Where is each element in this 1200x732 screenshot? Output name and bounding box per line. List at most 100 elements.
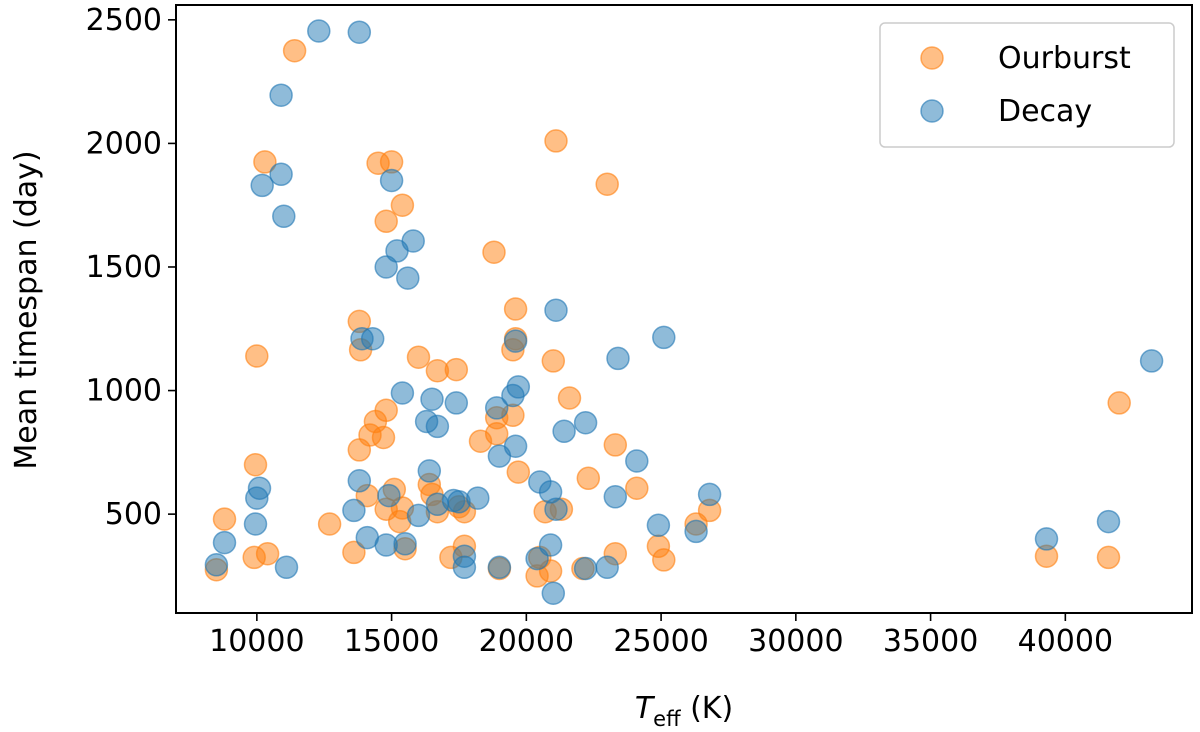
x-axis-label: Teff (K) (635, 691, 733, 731)
y-tick-label-2500: 2500 (86, 3, 162, 38)
point-decay-61 (684, 519, 708, 544)
y-axis-label: Mean timespan (day) (9, 150, 44, 469)
point-decay-62 (697, 482, 722, 507)
point-decay-9 (274, 555, 299, 580)
point-ourburst-46 (506, 460, 531, 484)
point-decay-11 (342, 498, 366, 523)
point-decay-40 (487, 555, 512, 580)
point-decay-23 (393, 532, 417, 556)
point-ourburst-52 (544, 129, 568, 153)
point-ourburst-40 (484, 422, 509, 446)
point-ourburst-58 (603, 433, 628, 457)
point-decay-48 (538, 533, 563, 557)
point-decay-26 (406, 503, 431, 528)
y-axis-ticks: 500 1000 1500 2000 2500 (86, 3, 176, 532)
point-decay-29 (420, 387, 444, 411)
x-tick-label-40000: 40000 (1018, 624, 1113, 659)
chart-marks (204, 19, 1164, 605)
point-decay-52 (552, 419, 576, 444)
point-decay-50 (544, 497, 568, 521)
y-tick-label-1000: 1000 (86, 374, 162, 409)
point-ourburst-33 (444, 357, 469, 382)
x-tick-label-10000: 10000 (209, 624, 304, 659)
point-ourburst-51 (541, 349, 566, 373)
point-decay-28 (417, 459, 442, 483)
point-decay-10 (307, 19, 331, 43)
point-ourburst-54 (557, 386, 582, 410)
y-tick-label-500: 500 (105, 497, 162, 532)
point-decay-58 (625, 449, 649, 473)
point-decay-16 (360, 326, 385, 351)
point-decay-63 (1034, 527, 1059, 551)
point-ourburst-7 (282, 38, 307, 63)
point-decay-19 (377, 483, 401, 508)
point-ourburst-66 (1096, 545, 1121, 570)
point-ourburst-38 (482, 240, 506, 264)
legend-marker-ourburst (920, 46, 944, 70)
point-decay-12 (347, 469, 372, 493)
point-ourburst-44 (503, 297, 528, 321)
point-decay-53 (573, 410, 598, 435)
point-ourburst-5 (255, 541, 280, 566)
point-ourburst-1 (212, 507, 237, 531)
x-tick-label-35000: 35000 (883, 624, 978, 659)
point-ourburst-3 (243, 452, 268, 477)
point-decay-55 (595, 555, 619, 580)
point-decay-37 (466, 486, 490, 510)
point-decay-60 (652, 325, 676, 350)
legend-label-decay: Decay (998, 94, 1092, 129)
point-decay-30 (425, 414, 450, 439)
point-ourburst-62 (652, 548, 676, 572)
point-decay-25 (401, 229, 425, 253)
point-ourburst-67 (1107, 391, 1131, 415)
point-ourburst-9 (342, 540, 366, 565)
point-ourburst-56 (576, 466, 601, 491)
point-decay-2 (243, 512, 268, 536)
point-decay-7 (269, 162, 293, 187)
legend-box (879, 22, 1175, 148)
point-decay-1 (212, 530, 237, 555)
point-decay-59 (646, 513, 671, 538)
point-ourburst-24 (390, 193, 415, 217)
point-ourburst-8 (317, 512, 342, 536)
point-decay-56 (603, 485, 628, 509)
x-tick-label-15000: 15000 (344, 624, 439, 659)
point-ourburst-4 (245, 344, 269, 368)
y-tick-label-1500: 1500 (86, 250, 162, 285)
point-decay-5 (250, 173, 274, 198)
point-decay-4 (247, 476, 272, 500)
point-ourburst-17 (371, 425, 396, 450)
point-decay-51 (544, 298, 568, 322)
point-decay-38 (484, 396, 509, 420)
point-decay-20 (379, 168, 404, 193)
point-ourburst-6 (253, 150, 277, 174)
point-ourburst-19 (374, 209, 398, 234)
point-decay-64 (1096, 509, 1121, 534)
point-decay-17 (374, 255, 398, 279)
point-ourburst-57 (595, 172, 619, 196)
legend: Ourburst Decay (879, 22, 1175, 148)
x-axis-label-unit: (K) (681, 691, 734, 726)
x-axis-label-main: T (635, 691, 656, 726)
point-decay-13 (347, 20, 372, 44)
point-decay-49 (541, 581, 566, 605)
point-decay-57 (606, 346, 630, 371)
y-tick-label-2000: 2000 (86, 126, 162, 161)
point-decay-33 (444, 391, 469, 415)
point-decay-8 (272, 204, 296, 229)
x-tick-label-30000: 30000 (748, 624, 843, 659)
x-tick-label-25000: 25000 (613, 624, 708, 659)
point-decay-6 (269, 83, 293, 107)
x-tick-label-20000: 20000 (479, 624, 574, 659)
point-ourburst-18 (374, 398, 398, 423)
x-axis-ticks: 10000 15000 20000 25000 30000 35000 40000 (209, 613, 1113, 659)
point-decay-42 (503, 434, 528, 458)
point-ourburst-60 (625, 476, 649, 500)
point-ourburst-27 (406, 345, 431, 369)
point-decay-43 (503, 329, 528, 353)
point-decay-54 (573, 556, 598, 581)
point-decay-44 (506, 375, 531, 399)
point-decay-0 (204, 553, 229, 577)
point-decay-24 (396, 266, 420, 290)
